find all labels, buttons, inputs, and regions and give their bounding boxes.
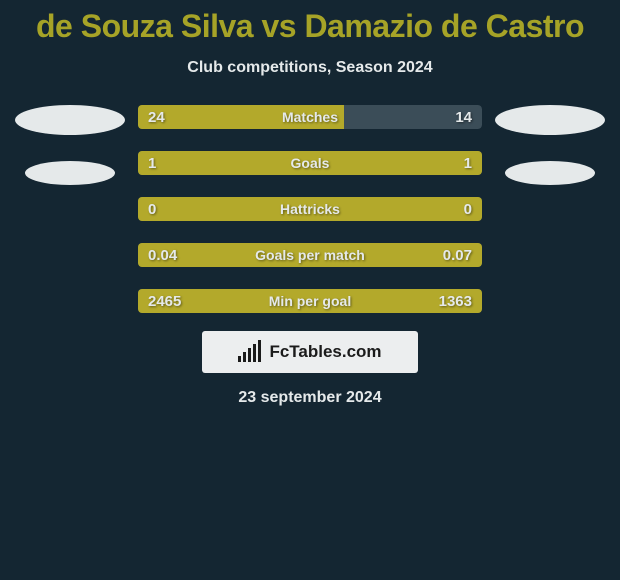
avatar-ellipse-left-small xyxy=(25,161,115,185)
player-left-avatar-col xyxy=(10,105,130,185)
stat-label: Hattricks xyxy=(138,197,482,221)
stat-value-right: 0 xyxy=(464,197,472,221)
player-right-avatar-col xyxy=(490,105,610,185)
stat-value-right: 14 xyxy=(455,105,472,129)
subtitle: Club competitions, Season 2024 xyxy=(0,59,620,77)
bar-chart-icon xyxy=(238,342,261,362)
date-text: 23 september 2024 xyxy=(0,389,620,407)
avatar-ellipse-right-small xyxy=(505,161,595,185)
stat-label: Matches xyxy=(138,105,482,129)
branding-text: FcTables.com xyxy=(269,342,381,362)
stat-rows: 24Matches14 1Goals1 0Hattricks0 0.04Goals p… xyxy=(138,105,482,313)
avatar-ellipse-right-large xyxy=(495,105,605,135)
branding-badge: FcTables.com xyxy=(202,331,418,373)
stat-value-right: 1 xyxy=(464,151,472,175)
stat-label: Goals xyxy=(138,151,482,175)
stat-bar: 24Matches14 xyxy=(138,105,482,129)
avatar-ellipse-left-large xyxy=(15,105,125,135)
stat-label: Goals per match xyxy=(138,243,482,267)
stat-value-right: 0.07 xyxy=(443,243,472,267)
stat-value-right: 1363 xyxy=(439,289,472,313)
stat-bar: 1Goals1 xyxy=(138,151,482,175)
comparison-card: de Souza Silva vs Damazio de Castro Club… xyxy=(0,0,620,580)
stat-bar: 0.04Goals per match0.07 xyxy=(138,243,482,267)
stat-bar: 2465Min per goal1363 xyxy=(138,289,482,313)
stat-bar: 0Hattricks0 xyxy=(138,197,482,221)
stat-label: Min per goal xyxy=(138,289,482,313)
comparison-body: 24Matches14 1Goals1 0Hattricks0 0.04Goals p… xyxy=(0,105,620,313)
page-title: de Souza Silva vs Damazio de Castro xyxy=(0,0,620,45)
